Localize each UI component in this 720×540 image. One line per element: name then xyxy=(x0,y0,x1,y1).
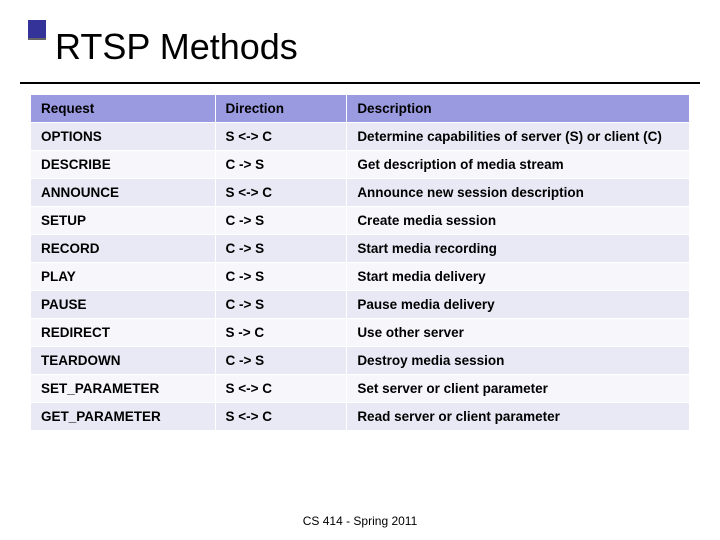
accent-underline xyxy=(28,38,46,40)
table-row: RECORDC -> SStart media recording xyxy=(31,235,690,263)
table-row: DESCRIBEC -> SGet description of media s… xyxy=(31,151,690,179)
cell-direction: C -> S xyxy=(215,151,347,179)
slide-footer: CS 414 - Spring 2011 xyxy=(0,514,720,528)
table-row: PLAYC -> SStart media delivery xyxy=(31,263,690,291)
cell-request: ANNOUNCE xyxy=(31,179,216,207)
cell-direction: S <-> C xyxy=(215,179,347,207)
title-rule xyxy=(20,82,700,84)
cell-request: PLAY xyxy=(31,263,216,291)
cell-description: Set server or client parameter xyxy=(347,375,690,403)
cell-direction: C -> S xyxy=(215,347,347,375)
cell-description: Start media recording xyxy=(347,235,690,263)
cell-description: Announce new session description xyxy=(347,179,690,207)
cell-request: RECORD xyxy=(31,235,216,263)
table-header-row: Request Direction Description xyxy=(31,95,690,123)
cell-description: Start media delivery xyxy=(347,263,690,291)
cell-description: Destroy media session xyxy=(347,347,690,375)
cell-description: Create media session xyxy=(347,207,690,235)
col-header-description: Description xyxy=(347,95,690,123)
cell-request: SETUP xyxy=(31,207,216,235)
cell-request: DESCRIBE xyxy=(31,151,216,179)
methods-table-wrap: Request Direction Description OPTIONSS <… xyxy=(30,94,690,431)
cell-request: GET_PARAMETER xyxy=(31,403,216,431)
cell-request: PAUSE xyxy=(31,291,216,319)
table-row: ANNOUNCES <-> CAnnounce new session desc… xyxy=(31,179,690,207)
cell-direction: S <-> C xyxy=(215,403,347,431)
cell-direction: S <-> C xyxy=(215,123,347,151)
accent-square xyxy=(28,20,46,38)
table-row: OPTIONSS <-> CDetermine capabilities of … xyxy=(31,123,690,151)
cell-request: SET_PARAMETER xyxy=(31,375,216,403)
cell-direction: C -> S xyxy=(215,263,347,291)
table-row: GET_PARAMETERS <-> CRead server or clien… xyxy=(31,403,690,431)
slide-title: RTSP Methods xyxy=(55,26,298,68)
cell-request: REDIRECT xyxy=(31,319,216,347)
cell-description: Read server or client parameter xyxy=(347,403,690,431)
cell-request: OPTIONS xyxy=(31,123,216,151)
cell-description: Use other server xyxy=(347,319,690,347)
methods-table: Request Direction Description OPTIONSS <… xyxy=(30,94,690,431)
table-row: REDIRECTS -> CUse other server xyxy=(31,319,690,347)
cell-description: Get description of media stream xyxy=(347,151,690,179)
cell-direction: C -> S xyxy=(215,235,347,263)
table-row: SET_PARAMETERS <-> CSet server or client… xyxy=(31,375,690,403)
table-row: TEARDOWNC -> SDestroy media session xyxy=(31,347,690,375)
cell-request: TEARDOWN xyxy=(31,347,216,375)
cell-direction: C -> S xyxy=(215,291,347,319)
table-row: PAUSEC -> SPause media delivery xyxy=(31,291,690,319)
col-header-direction: Direction xyxy=(215,95,347,123)
cell-direction: S -> C xyxy=(215,319,347,347)
col-header-request: Request xyxy=(31,95,216,123)
cell-direction: S <-> C xyxy=(215,375,347,403)
cell-description: Pause media delivery xyxy=(347,291,690,319)
cell-direction: C -> S xyxy=(215,207,347,235)
cell-description: Determine capabilities of server (S) or … xyxy=(347,123,690,151)
table-row: SETUPC -> SCreate media session xyxy=(31,207,690,235)
